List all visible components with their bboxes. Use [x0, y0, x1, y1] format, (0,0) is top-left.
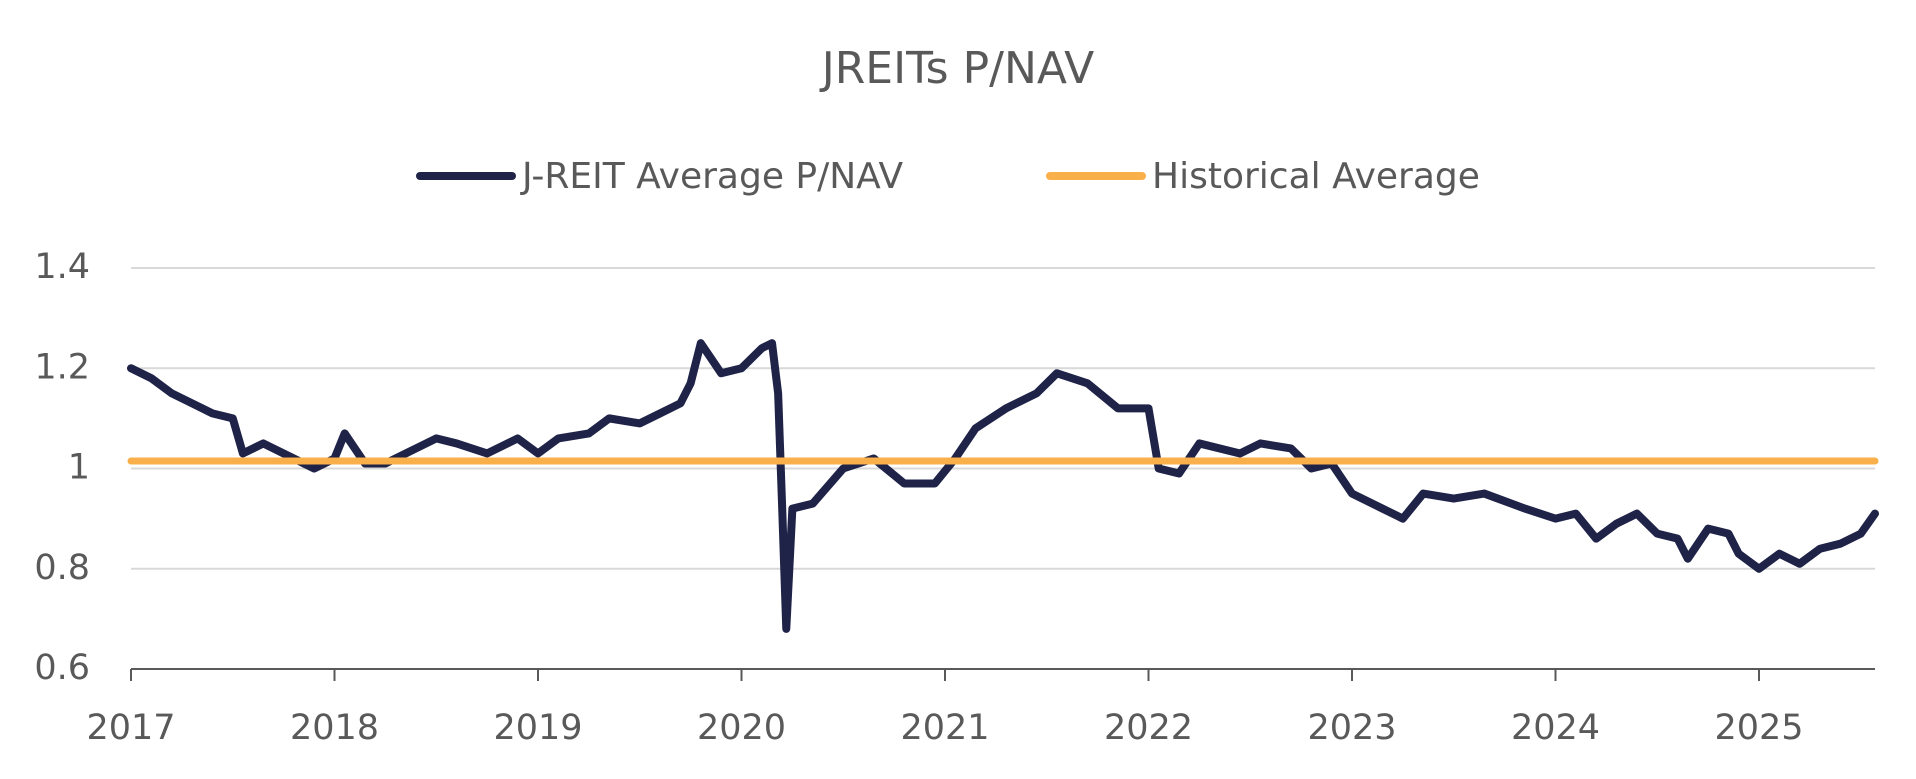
data-line: [127, 339, 1879, 633]
y-tick-label: 1.4: [34, 247, 90, 287]
x-tick-label: 2024: [1511, 708, 1600, 748]
x-tick-label: 2021: [900, 708, 989, 748]
x-tick-label: 2022: [1104, 708, 1193, 748]
y-tick-label: 1.2: [34, 347, 90, 387]
x-tick-label: 2023: [1307, 708, 1396, 748]
x-tick-label: 2018: [290, 708, 379, 748]
x-tick-label: 2019: [493, 708, 582, 748]
x-tick-label: 2020: [697, 708, 786, 748]
y-tick-label: 0.6: [34, 648, 90, 688]
legend-label: J-REIT Average P/NAV: [520, 156, 904, 197]
y-tick-label: 0.8: [34, 548, 90, 588]
x-tick-label: 2025: [1714, 708, 1803, 748]
legend-label: Historical Average: [1152, 156, 1480, 197]
y-tick-label: 1: [68, 448, 90, 488]
chart-title: JREITs P/NAV: [819, 43, 1095, 94]
x-tick-label: 2017: [86, 708, 175, 748]
